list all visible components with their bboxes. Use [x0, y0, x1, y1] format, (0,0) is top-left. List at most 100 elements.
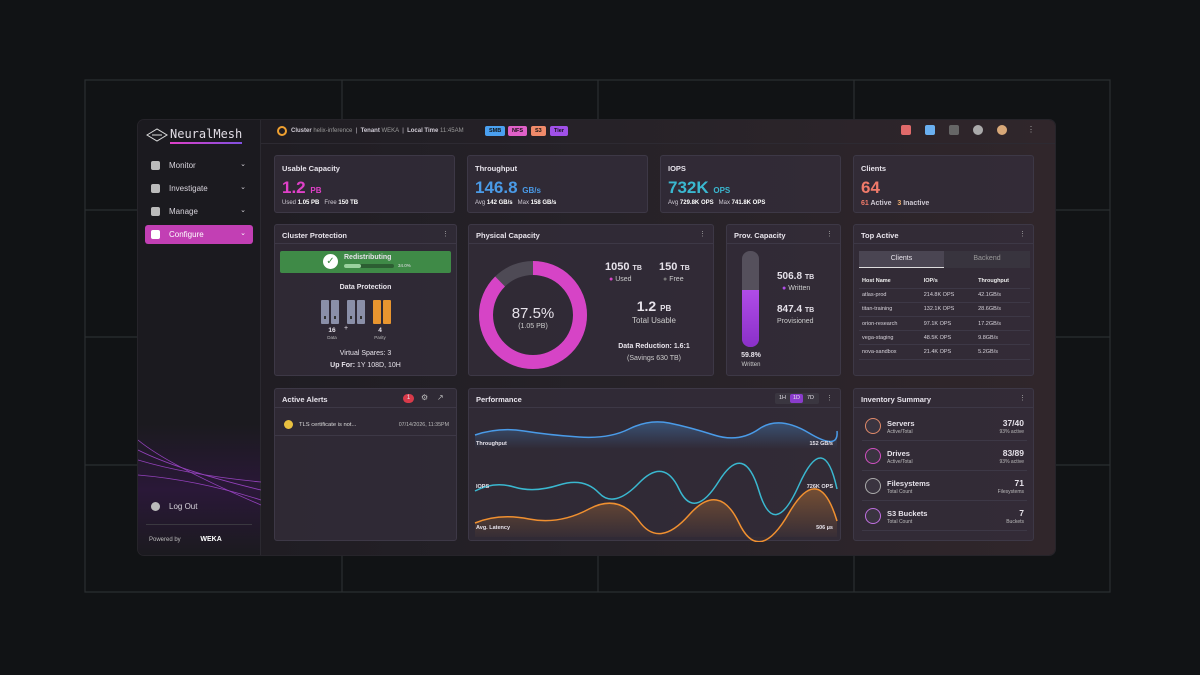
- menu[interactable]: ⋮: [1027, 125, 1035, 134]
- inventory-value: 71: [1014, 478, 1024, 488]
- nav-item[interactable]: Investigate ⌄: [145, 179, 253, 198]
- announce-icon[interactable]: [925, 125, 935, 135]
- donut: [479, 261, 587, 369]
- table-row: vega-staging 48.5K OPS 9.8GB/s: [859, 330, 1030, 346]
- value: 741.8K: [731, 200, 751, 206]
- value: 142: [486, 200, 497, 206]
- time: 11:45AM: [440, 128, 464, 134]
- inventory-name: Filesystems: [887, 479, 930, 488]
- decoration: ●: [663, 276, 668, 283]
- donut-sub: (1.05 PB): [518, 323, 548, 330]
- decoration: [474, 488, 838, 542]
- value: 506.8: [777, 271, 803, 282]
- progress-fill: [344, 264, 361, 268]
- table-cell: 5.2GB/s: [975, 344, 1030, 360]
- section-title: Data Protection: [339, 284, 392, 291]
- free-legend: ● Free: [663, 276, 684, 283]
- sub-line: 61 Active 3 Inactive: [861, 200, 929, 207]
- menu[interactable]: ⋮: [826, 231, 833, 238]
- menu[interactable]: ⋮: [826, 395, 833, 402]
- inventory-sub: Total Count: [887, 489, 913, 495]
- alert-icon[interactable]: [901, 125, 911, 135]
- logout-label: Log Out: [169, 502, 198, 511]
- table-row: titan-training 132.1K OPS 28.6GB/s: [859, 302, 1030, 318]
- table-cell: atlas-prod: [859, 288, 921, 303]
- performance-card: Performance 1H 1D 7D ⋮ Throughput 152 GB…: [468, 388, 841, 542]
- value: 146.8: [475, 178, 518, 197]
- metric-value: 506 µs: [816, 525, 833, 531]
- inventory-sub: Total Count: [887, 519, 913, 525]
- menu[interactable]: ⋮: [699, 231, 706, 238]
- throughput-card: Throughput 146.8 GB/s Avg 142 GB/s Max 1…: [467, 155, 648, 213]
- decoration: [321, 300, 365, 324]
- tab-active[interactable]: Clients: [859, 251, 944, 268]
- table-cell: 9.8GB/s: [975, 330, 1030, 346]
- menu[interactable]: ⋮: [442, 231, 449, 238]
- unit: GB/s: [542, 200, 557, 206]
- nav-item[interactable]: Monitor ⌄: [145, 156, 253, 175]
- prov-percent-label: Written: [741, 362, 761, 368]
- provisioned-label: Provisioned: [777, 318, 814, 325]
- sub-line: Avg 729.8K OPS Max 741.8K OPS: [668, 200, 765, 206]
- decoration: [474, 421, 838, 443]
- inventory-item: Filesystems Total Count 71 Filesystems: [862, 473, 1027, 501]
- range-button[interactable]: 7D: [806, 395, 815, 401]
- open-icon[interactable]: ↗: [437, 393, 444, 402]
- nav-item[interactable]: Manage ⌄: [145, 202, 253, 221]
- label: Free: [669, 276, 684, 283]
- menu[interactable]: ⋮: [1019, 395, 1026, 402]
- card-title: Inventory Summary: [861, 395, 932, 404]
- range-button-active[interactable]: 1D: [790, 394, 803, 403]
- terminal-icon[interactable]: [949, 125, 959, 135]
- value: 150: [659, 261, 678, 273]
- donut-arc: [479, 261, 587, 369]
- value: 158: [530, 200, 541, 206]
- tab[interactable]: Backend: [944, 251, 1030, 268]
- inventory-note: 93% active: [999, 459, 1024, 465]
- table-cell: 214.8K OPS: [920, 288, 976, 303]
- decoration: [475, 421, 838, 449]
- unit: OPS: [700, 200, 714, 206]
- settings-icon[interactable]: ⚙: [421, 393, 429, 402]
- card-title: Cluster Protection: [282, 231, 348, 240]
- range-button[interactable]: 1H: [778, 395, 787, 401]
- table-cell: 21.4K OPS: [920, 344, 976, 360]
- data-count: 16: [328, 327, 336, 334]
- decoration: [138, 439, 261, 506]
- table-cell: 17.2GB/s: [975, 316, 1030, 332]
- avatar[interactable]: [997, 125, 1007, 135]
- check-icon: ✓: [323, 254, 338, 269]
- decoration: [474, 457, 838, 516]
- card-title: Active Alerts: [282, 395, 328, 404]
- theme-icon[interactable]: [973, 125, 983, 135]
- card-title: Physical Capacity: [476, 231, 540, 240]
- nav-item-active[interactable]: Configure ⌄: [145, 225, 253, 244]
- card-title: Performance: [476, 395, 522, 404]
- unit: PB: [660, 304, 672, 313]
- menu[interactable]: ⋮: [1019, 231, 1026, 238]
- decoration: [151, 230, 160, 239]
- decoration: [151, 161, 160, 170]
- decoration: [146, 128, 168, 142]
- sub-line: Avg 142 GB/s Max 158 GB/s: [475, 200, 556, 206]
- unit: TB: [804, 307, 815, 314]
- top-active-card: Top Active ⋮ Clients Backend Host Name IOP…: [853, 224, 1034, 376]
- logout[interactable]: Log Out: [145, 497, 253, 516]
- tenant-label: Tenant: [360, 128, 380, 134]
- decoration: ●: [782, 285, 787, 292]
- unit: OPS: [713, 186, 731, 195]
- card-title: Prov. Capacity: [734, 231, 786, 240]
- tenant-name: WEKA: [381, 128, 399, 134]
- unit: OPS: [752, 200, 766, 206]
- inventory-note: Buckets: [1006, 519, 1024, 525]
- alert-item[interactable]: TLS certificate is not... 07/14/2026, 11…: [275, 414, 456, 436]
- nav-label: Configure: [169, 230, 204, 239]
- card-title: Usable Capacity: [282, 164, 340, 173]
- top-bar: Cluster helix-inference | Tenant WEKA | …: [261, 120, 1055, 144]
- metric-name: IOPS: [476, 484, 490, 490]
- logo-underline: [170, 142, 242, 144]
- sub-line: Used 1.05 PB Free 150 TB: [282, 200, 358, 206]
- inventory-sub: Active/Total: [887, 459, 913, 465]
- label: Active: [870, 200, 892, 207]
- inventory-icon: [865, 478, 881, 494]
